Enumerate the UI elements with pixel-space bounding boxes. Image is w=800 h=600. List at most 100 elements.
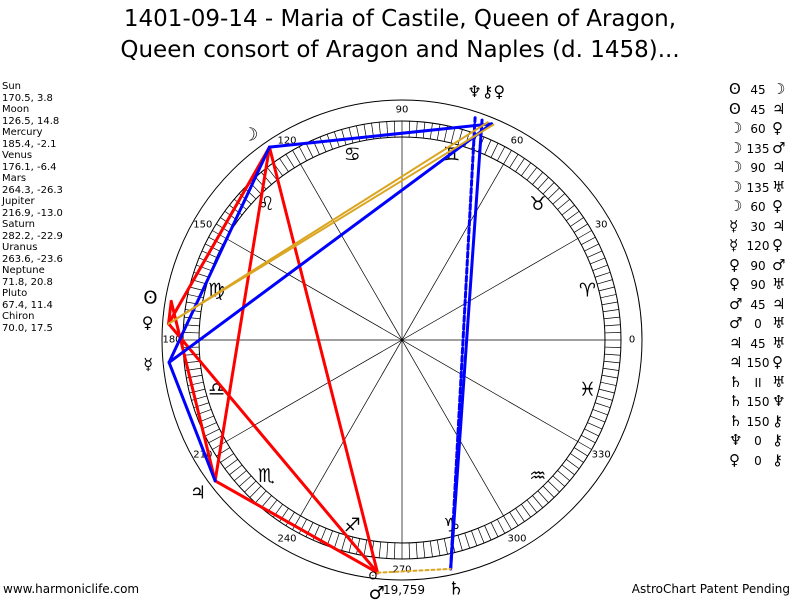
degree-tick	[584, 243, 599, 252]
thirty-degree-spoke	[226, 238, 578, 442]
aspect-angle: 45	[750, 336, 766, 351]
aspect-angle: 0	[754, 453, 762, 468]
aspect-angle: 90	[750, 161, 766, 175]
aspect-planet-b-glyph: ♃	[772, 216, 786, 235]
zodiac-sign-glyph: ♒	[529, 465, 546, 487]
aspect-planet-a-glyph: ♃	[729, 353, 743, 371]
degree-tick	[603, 316, 620, 320]
degree-tick	[597, 395, 613, 401]
degree-tick	[577, 441, 592, 450]
bottom-number: 19,759	[383, 583, 425, 597]
degree-tick	[537, 490, 549, 503]
degree-tick	[484, 525, 492, 541]
aspect-planet-b-glyph: ♀	[772, 119, 783, 137]
degree-tick	[436, 124, 441, 141]
aspect-angle: 120	[746, 239, 770, 253]
patent-notice: AstroChart Patent Pending	[631, 582, 790, 596]
degree-tick	[285, 511, 295, 526]
zodiac-sign-glyph: ♈	[579, 279, 596, 301]
aspect-planet-a-glyph: ☽	[729, 138, 743, 157]
degree-tick	[566, 459, 580, 470]
aspect-planet-a-glyph: ♀	[729, 255, 740, 274]
degree-label: 330	[592, 450, 611, 461]
aspect-planet-a-glyph: ♀	[729, 450, 740, 469]
degree-label: 60	[511, 135, 524, 146]
aspect-planet-a-glyph: ♃	[729, 333, 743, 352]
saturn-glyph: ♄	[448, 579, 464, 600]
planet-name: Venus	[2, 150, 33, 161]
degree-tick	[348, 536, 354, 553]
degree-tick	[196, 264, 212, 271]
degree-tick	[532, 172, 544, 185]
planet-values: 282.2, -22.9	[2, 230, 63, 242]
degree-tick	[348, 127, 354, 144]
sun-glyph: ʘ	[143, 287, 157, 308]
aspect-planet-a-glyph: ♆	[729, 431, 743, 449]
degree-tick	[260, 172, 272, 185]
aspect-planet-a-glyph: ☽	[729, 177, 743, 196]
degree-tick	[363, 539, 368, 556]
degree-tick	[503, 150, 512, 165]
aspect-line-gold	[167, 123, 495, 325]
degree-tick	[443, 538, 448, 555]
degree-label: 270	[392, 565, 411, 576]
degree-tick	[457, 129, 463, 145]
aspect-angle: 150	[746, 356, 770, 370]
degree-tick	[471, 530, 478, 546]
aspect-planet-b-glyph: ⚷	[772, 431, 783, 449]
aspect-planet-b-glyph: ♅	[772, 177, 786, 196]
chart-title-line1: 1401-09-14 - Maria of Castile, Queen of …	[123, 6, 677, 32]
degree-tick	[484, 139, 492, 155]
aspect-line-blue	[167, 122, 494, 364]
venus-glyph: ♀	[142, 313, 154, 332]
degree-tick	[604, 346, 621, 348]
planet-name: Uranus	[2, 242, 38, 253]
degree-tick	[577, 230, 592, 239]
degree-tick	[584, 428, 599, 437]
degree-tick	[532, 495, 544, 508]
aspect-angle: 90	[750, 278, 766, 292]
degree-tick	[183, 353, 200, 356]
aspect-planet-b-glyph: ♃	[772, 99, 786, 118]
degree-tick	[386, 542, 389, 559]
degree-tick	[587, 250, 603, 258]
degree-tick	[298, 519, 308, 534]
planet-values: 264.3, -26.3	[2, 184, 63, 196]
aspect-planet-a-glyph: ☽	[729, 119, 743, 137]
aspect-planet-b-glyph: ♅	[772, 372, 786, 391]
aspect-line-red	[213, 145, 271, 483]
degree-tick	[184, 316, 201, 320]
aspect-line-blue	[167, 145, 271, 364]
degree-tick	[526, 499, 538, 513]
aspect-angle: 60	[750, 200, 766, 214]
aspect-planet-b-glyph: ♃	[772, 158, 786, 176]
planet-name: Saturn	[2, 219, 36, 230]
degree-tick	[205, 428, 220, 437]
degree-tick	[292, 515, 301, 530]
outer-circle	[161, 99, 643, 581]
degree-tick	[198, 257, 214, 265]
aspect-planet-a-glyph: ʘ	[729, 80, 741, 98]
aspect-planet-b-glyph: ♀	[772, 236, 783, 254]
degree-tick	[356, 538, 361, 555]
degree-tick	[239, 475, 252, 487]
planet-values: 263.6, -23.6	[2, 253, 63, 265]
degree-tick	[547, 187, 560, 200]
planet-name: Neptune	[2, 265, 45, 276]
degree-tick	[581, 434, 596, 444]
aspect-planet-a-glyph: ♂	[729, 294, 743, 313]
degree-tick	[509, 154, 519, 169]
planet-name: Sun	[2, 81, 22, 92]
degree-tick	[457, 535, 463, 551]
zodiac-sign-glyph: ♓	[579, 379, 596, 401]
degree-tick	[590, 257, 606, 265]
aspect-line-red	[167, 145, 271, 326]
degree-tick	[341, 535, 347, 551]
degree-tick	[415, 542, 418, 559]
degree-tick	[464, 532, 471, 549]
degree-tick	[305, 143, 314, 158]
degree-tick	[496, 519, 506, 534]
degree-tick	[581, 236, 596, 246]
aspect-line-red	[169, 299, 217, 483]
degree-tick	[212, 441, 227, 450]
